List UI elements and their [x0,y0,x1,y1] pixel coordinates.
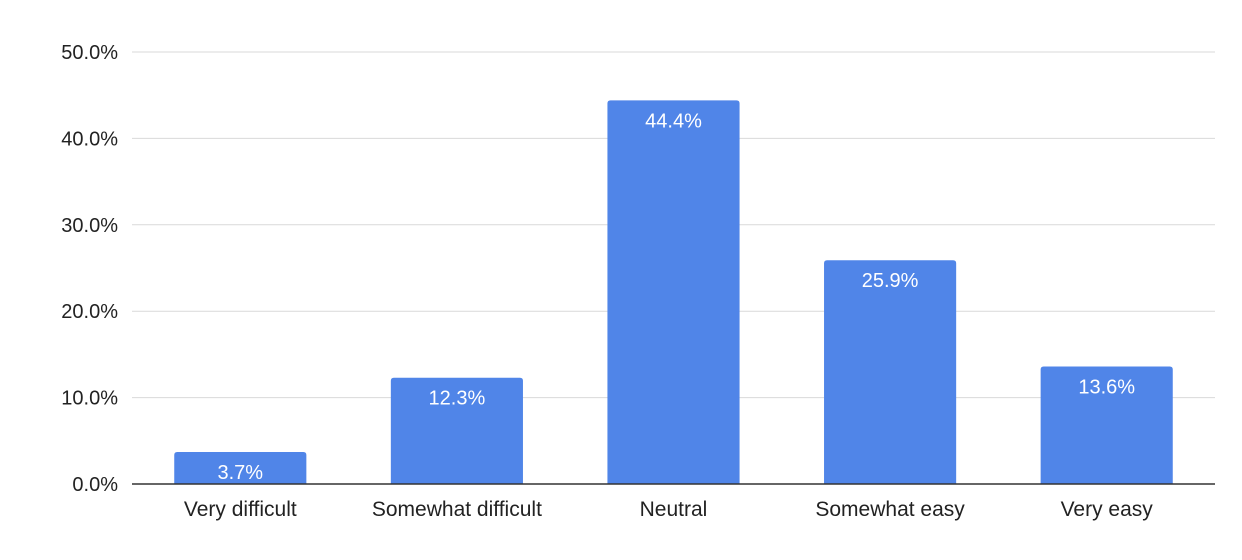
bar [824,260,957,484]
data-labels: 3.7% 12.3% 44.4% 25.9% 13.6% [218,110,1136,484]
bar [607,100,740,484]
y-tick-label: 50.0% [61,42,118,64]
y-axis-tick-labels: 0.0% 10.0% 20.0% 30.0% 40.0% 50.0% [61,42,118,496]
data-label: 12.3% [429,388,486,410]
x-tick-label: Neutral [640,498,708,521]
x-tick-label: Somewhat easy [815,498,965,521]
data-label: 3.7% [218,462,264,484]
x-axis-tick-labels: Very difficult Somewhat difficult Neutral S… [184,498,1153,521]
y-tick-label: 30.0% [61,215,118,237]
y-tick-label: 20.0% [61,301,118,323]
y-tick-label: 10.0% [61,388,118,410]
y-tick-label: 0.0% [72,474,118,496]
x-tick-label: Very easy [1061,498,1154,521]
bar [1040,366,1173,484]
bar [174,452,307,484]
bars [174,100,1173,484]
data-label: 13.6% [1078,376,1135,398]
data-label: 25.9% [862,270,919,292]
y-tick-label: 40.0% [61,128,118,150]
x-tick-label: Somewhat difficult [372,498,542,521]
data-label: 44.4% [645,110,702,132]
x-tick-label: Very difficult [184,498,297,521]
bar [390,377,523,484]
